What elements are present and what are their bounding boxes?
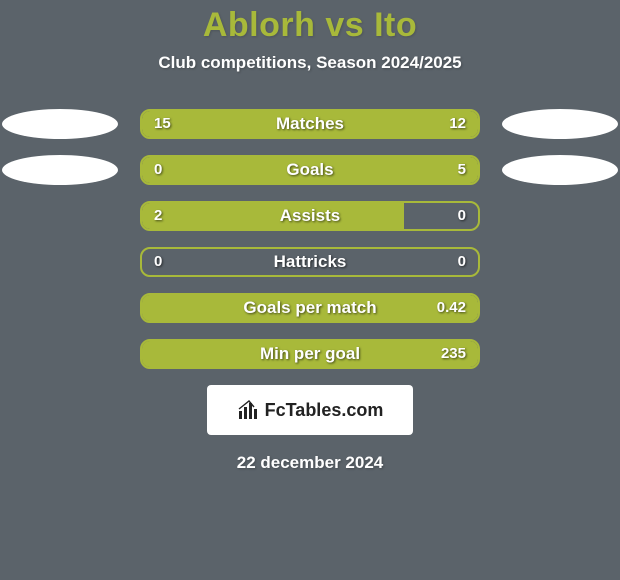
footer-logo: FcTables.com — [207, 385, 413, 435]
footer-logo-text: FcTables.com — [265, 400, 384, 421]
stat-value-left: 0 — [154, 157, 162, 183]
bar-chart-icon — [237, 399, 259, 421]
page-subtitle: Club competitions, Season 2024/2025 — [158, 53, 461, 73]
stat-value-right: 235 — [441, 341, 466, 367]
comparison-infographic: Ablorh vs Ito Club competitions, Season … — [0, 0, 620, 580]
stat-bar: Hattricks0 0 — [140, 247, 480, 277]
stat-label: Matches — [142, 111, 478, 137]
stat-label: Goals — [142, 157, 478, 183]
player-right-oval — [502, 155, 618, 185]
stat-row: Goals per match0.42 — [0, 285, 620, 331]
stat-label: Assists — [142, 203, 478, 229]
stat-bar: Min per goal235 — [140, 339, 480, 369]
stat-value-right: 0 — [458, 249, 466, 275]
stat-row: Goals0 5 — [0, 147, 620, 193]
stat-row: Matches15 12 — [0, 101, 620, 147]
stat-bar: Goals per match0.42 — [140, 293, 480, 323]
player-right-oval — [502, 109, 618, 139]
stat-value-right: 0 — [458, 203, 466, 229]
stat-value-right: 12 — [449, 111, 466, 137]
stat-row: Hattricks0 0 — [0, 239, 620, 285]
stat-value-left: 15 — [154, 111, 171, 137]
stat-bar: Matches15 12 — [140, 109, 480, 139]
stat-bar: Assists2 0 — [140, 201, 480, 231]
stat-value-right: 0.42 — [437, 295, 466, 321]
footer-date: 22 december 2024 — [237, 453, 384, 473]
stat-value-left: 0 — [154, 249, 162, 275]
stat-row: Min per goal235 — [0, 331, 620, 377]
stat-bar: Goals0 5 — [140, 155, 480, 185]
stat-label: Min per goal — [142, 341, 478, 367]
stat-rows: Matches1512Goals05Assists20Hattricks00Go… — [0, 101, 620, 377]
player-left-oval — [2, 109, 118, 139]
stat-value-right: 5 — [458, 157, 466, 183]
stat-row: Assists2 0 — [0, 193, 620, 239]
stat-value-left: 2 — [154, 203, 162, 229]
stat-label: Goals per match — [142, 295, 478, 321]
stat-label: Hattricks — [142, 249, 478, 275]
player-left-oval — [2, 155, 118, 185]
page-title: Ablorh vs Ito — [203, 6, 417, 45]
